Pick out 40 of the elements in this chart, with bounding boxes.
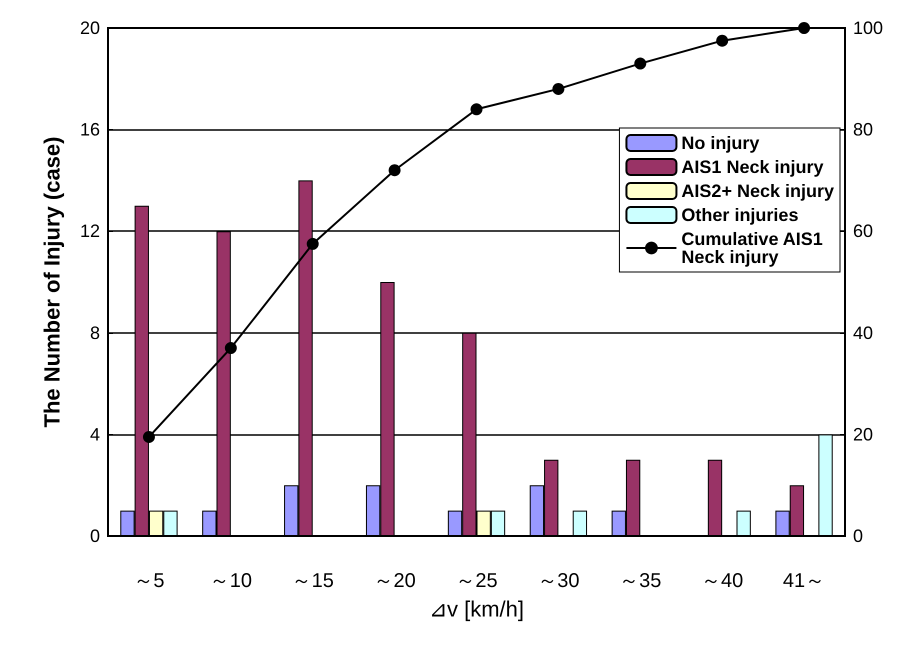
bar xyxy=(572,510,588,536)
point xyxy=(716,34,728,47)
x-tick-label: ～15 xyxy=(292,570,334,592)
point xyxy=(634,58,646,70)
y-tick-label: 0 xyxy=(90,526,100,546)
point xyxy=(470,103,482,116)
x-tick-label: ～25 xyxy=(455,570,498,592)
legend-label: AIS2+ Neck injury xyxy=(681,181,834,201)
y-tick-label: 8 xyxy=(90,322,100,343)
y2-tick-label: 60 xyxy=(853,221,874,242)
point xyxy=(142,430,155,443)
x-tick-label: ～5 xyxy=(133,570,165,592)
x-tick-label: ～20 xyxy=(373,570,416,592)
y-tick-label: 20 xyxy=(80,18,100,38)
bar xyxy=(708,460,722,536)
x-tick-label: 41～ xyxy=(782,570,826,592)
legend-label: Other injuries xyxy=(681,205,798,225)
point xyxy=(224,342,237,354)
y2-tick-label: 20 xyxy=(853,424,874,444)
y2-tick-label: 0 xyxy=(853,526,864,546)
y-tick-label: 16 xyxy=(80,120,100,140)
point xyxy=(306,238,319,250)
point xyxy=(388,164,401,176)
x-tick-label: ～30 xyxy=(537,570,580,592)
legend-label: Cumulative AIS1 Neck injury xyxy=(681,229,828,267)
point xyxy=(798,22,810,34)
x-tick-label: ～40 xyxy=(701,570,744,592)
y-tick-label: 12 xyxy=(80,221,100,242)
x-tick-label: ～35 xyxy=(619,570,662,592)
x-axis-title: ⊿v [km/h] xyxy=(428,596,524,622)
y-axis-title: The Number of Injury (case) xyxy=(40,136,64,428)
y2-tick-label: 100 xyxy=(853,18,884,38)
legend-label: AIS1 Neck injury xyxy=(681,157,824,177)
y2-tick-label: 40 xyxy=(853,322,874,343)
y2-tick-label: 80 xyxy=(853,120,874,140)
bar xyxy=(736,510,751,536)
y-tick-label: 4 xyxy=(90,424,100,444)
point xyxy=(552,82,564,95)
x-tick-label: ～10 xyxy=(210,570,252,592)
legend-label: No injury xyxy=(681,133,760,153)
